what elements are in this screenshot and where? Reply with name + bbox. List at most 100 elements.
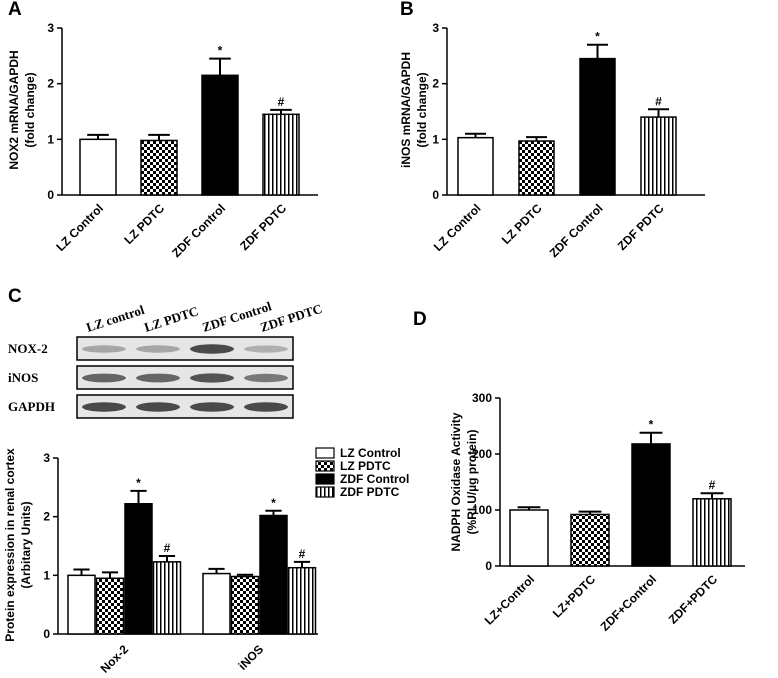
annotation: # [655, 94, 662, 108]
x-tick-label: ZDF PDTC [615, 201, 667, 253]
y-axis-label: iNOS mRNA/GAPDH [399, 52, 413, 168]
y-tick-label: 300 [472, 391, 492, 405]
blot-band [136, 373, 180, 383]
blot-band [82, 402, 126, 412]
bar [457, 136, 494, 196]
bar [202, 572, 231, 635]
bar [230, 575, 260, 635]
panel-label: D [413, 309, 427, 330]
annotation: * [218, 44, 223, 58]
blot-lane-label: LZ control [84, 302, 146, 335]
y-tick-label: 2 [432, 77, 439, 91]
legend-swatch [315, 447, 335, 459]
annotation: * [136, 476, 141, 490]
y-tick-label: 3 [47, 21, 54, 35]
x-tick-label: LZ+PDTC [550, 572, 599, 621]
bar [287, 566, 317, 635]
x-tick-label: LZ Control [53, 201, 106, 254]
bar [67, 574, 96, 635]
bar [579, 57, 616, 196]
y-axis-label: NADPH Oxidase Activity [449, 412, 463, 551]
bar [509, 509, 549, 567]
bar [152, 561, 182, 635]
blot-band [244, 402, 288, 412]
x-tick-label: LZ PDTC [499, 201, 545, 247]
y-axis-label: Protein expression in renal cortex [3, 448, 17, 642]
bar [140, 139, 178, 196]
blot-band [190, 344, 234, 354]
y-tick-label: 1 [43, 568, 50, 582]
y-axis-label: (fold change) [23, 72, 37, 147]
x-tick-label: LZ+Control [482, 572, 537, 627]
panel-label: C [8, 286, 22, 307]
blot-row-label: NOX-2 [8, 341, 48, 356]
y-tick-label: 0 [43, 627, 50, 641]
x-tick-label: ZDF PDTC [237, 201, 289, 253]
y-axis-label: NOX2 mRNA/GAPDH [7, 50, 21, 169]
y-tick-label: 200 [472, 447, 492, 461]
annotation: # [278, 95, 285, 109]
blot-lane-label: LZ PDTC [142, 303, 200, 335]
y-tick-label: 0 [47, 188, 54, 202]
legend-label: LZ PDTC [340, 459, 391, 473]
y-axis-label: (fold change) [415, 72, 429, 147]
y-tick-label: 3 [432, 21, 439, 35]
y-tick-label: 3 [43, 451, 50, 465]
y-axis-label: (%RLU/µg protein) [465, 430, 479, 535]
blot-box [76, 394, 294, 419]
bar [79, 138, 117, 196]
y-tick-label: 0 [432, 188, 439, 202]
annotation: # [709, 478, 716, 492]
legend-label: LZ Control [340, 446, 401, 460]
blot-band [136, 345, 180, 353]
panel-label: B [400, 0, 414, 20]
legend-swatch [315, 460, 335, 472]
annotation: * [649, 418, 654, 432]
bar [95, 577, 125, 635]
bar [640, 116, 677, 196]
bar [631, 443, 671, 567]
annotation: # [299, 547, 306, 561]
blot-band [244, 345, 288, 353]
blot-band [136, 402, 180, 412]
blot-band [244, 373, 288, 383]
bar [259, 514, 288, 635]
bar [262, 113, 300, 196]
blot-band [82, 373, 126, 383]
bar [201, 74, 239, 196]
blot-band [190, 373, 234, 383]
annotation: * [595, 30, 600, 44]
blot-band [190, 402, 234, 412]
blot-row-label: GAPDH [8, 399, 55, 414]
x-tick-label: ZDF Control [547, 201, 606, 260]
y-tick-label: 100 [472, 503, 492, 517]
blot-row-label: iNOS [8, 370, 38, 385]
x-tick-label: Nox-2 [98, 642, 132, 676]
legend-swatch [315, 486, 335, 498]
bar [692, 498, 732, 567]
blot-box [76, 365, 294, 390]
y-tick-label: 2 [47, 77, 54, 91]
bar [518, 140, 555, 196]
panel-label: A [8, 0, 22, 20]
x-tick-label: ZDF+PDTC [666, 572, 721, 627]
annotation: * [271, 496, 276, 510]
x-tick-label: ZDF Control [169, 201, 228, 260]
legend-label: ZDF PDTC [340, 485, 400, 499]
y-axis-label: (Arbitary Units) [19, 501, 33, 588]
y-tick-label: 1 [47, 132, 54, 146]
bar [124, 503, 153, 635]
legend-swatch [315, 473, 335, 485]
y-tick-label: 1 [432, 132, 439, 146]
y-tick-label: 2 [43, 510, 50, 524]
bar [570, 513, 610, 567]
annotation: # [164, 541, 171, 555]
x-tick-label: iNOS [235, 642, 266, 673]
x-tick-label: LZ PDTC [121, 201, 167, 247]
x-tick-label: LZ Control [431, 201, 484, 254]
blot-band [82, 345, 126, 353]
legend-label: ZDF Control [340, 472, 409, 486]
x-tick-label: ZDF+Control [598, 572, 660, 634]
y-tick-label: 0 [485, 559, 492, 573]
